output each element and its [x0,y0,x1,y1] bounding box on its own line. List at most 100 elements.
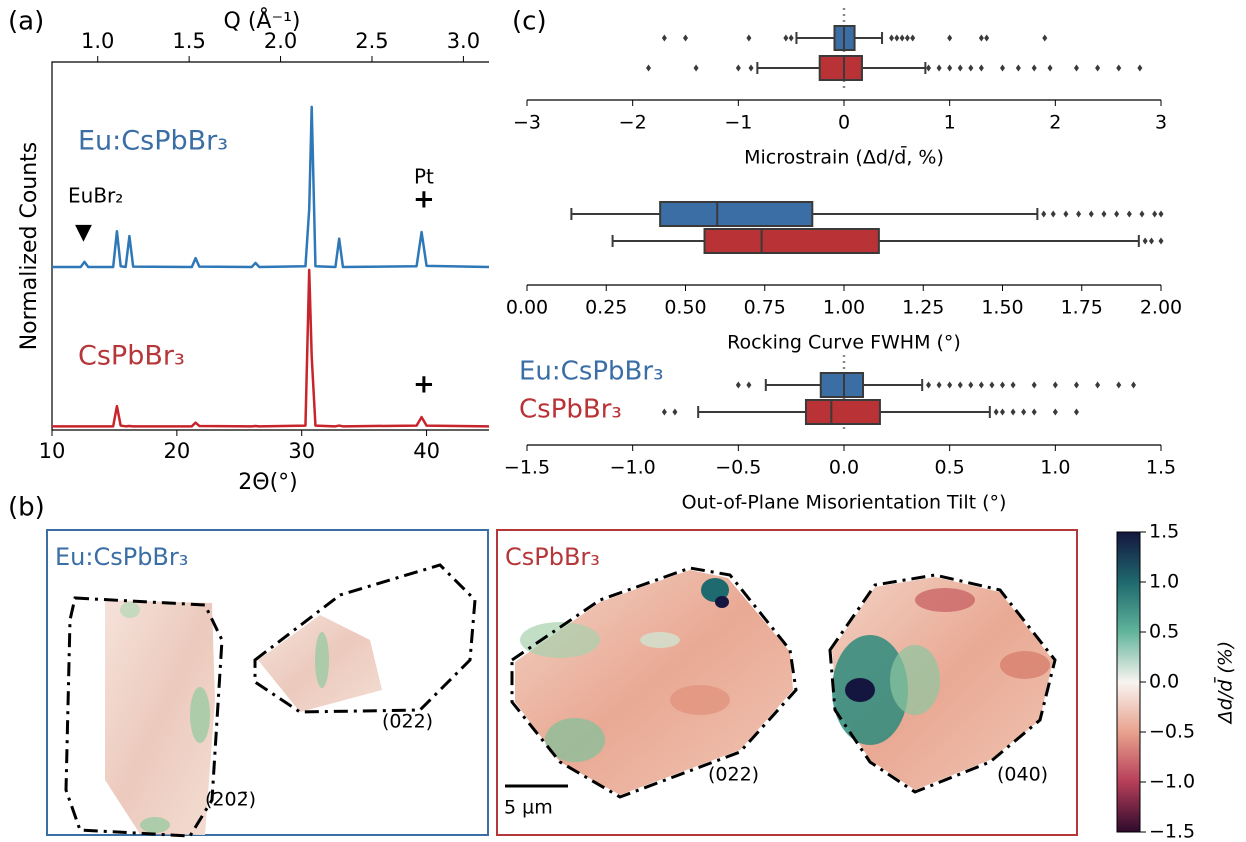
legend-label: Eu:CsPbBr₃ [519,357,664,387]
colorbar-tick-label: −1.5 [1149,821,1195,842]
grain-map [255,565,475,712]
x-tick-label: 0.5 [935,457,965,479]
outlier [979,35,984,42]
x2-tick-label: 1.5 [172,29,205,53]
scale-bar-label: 5 µm [504,797,553,819]
x-tick-label: 1 [944,112,956,134]
outlier [1041,211,1046,218]
outlier [979,382,984,389]
outlier [1053,382,1058,389]
outlier [958,382,963,389]
x-tick-label: 3 [1155,112,1167,134]
outlier [749,65,754,72]
x-tick-label: −0.5 [715,457,761,479]
y-axis-label: Normalized Counts [17,142,42,351]
outlier [968,382,973,389]
outlier [947,65,952,72]
outlier [894,35,899,42]
x-tick-label: 0.75 [744,297,786,319]
outlier [1016,65,1021,72]
outlier [1042,35,1047,42]
outlier [984,35,989,42]
x-tick-label: −1.5 [504,457,550,479]
x-tick-label: 40 [413,439,440,463]
grain-map [66,598,222,836]
x-tick-label: 1.00 [823,297,865,319]
colorbar-tick-label: −1.0 [1149,771,1195,793]
annotation: Eu:CsPbBr₃ [78,126,228,157]
outlier [1011,382,1016,389]
x-axis-label: Out-of-Plane Misorientation Tilt (°) [682,492,1007,514]
box [820,56,862,80]
x-tick-label: −2 [619,112,647,134]
panel-label: (c) [512,7,547,37]
x-tick-label: 0.0 [829,457,859,479]
colorbar-tick-label: 0.0 [1149,671,1179,693]
colorbar-tick-label: 1.0 [1149,571,1179,593]
colorbar-tick-label: 0.5 [1149,621,1179,643]
x-tick-label: 1.25 [902,297,944,319]
outlier [1131,382,1136,389]
figure: (a) (b) (c) Eu:CsPbBr₃ CsPbBr₃ (202̄) [0,0,1246,842]
x-tick-label: −1 [724,112,752,134]
colorbar-tick-label: 1.5 [1149,521,1179,543]
x-tick-label: −3 [513,112,541,134]
outlier [746,382,751,389]
x2-axis-label: Q (Å⁻¹) [224,7,301,34]
outlier [1063,211,1068,218]
outlier [1159,238,1164,245]
x-tick-label: 0 [838,112,850,134]
outlier [1116,382,1121,389]
box [660,202,812,226]
outlier [1000,409,1005,416]
outlier [1101,211,1106,218]
x-axis-label: Rocking Curve FWHM (°) [727,332,961,354]
outlier [968,65,973,72]
outlier [1032,65,1037,72]
outlier [736,65,741,72]
outlier [694,65,699,72]
outlier [783,35,788,42]
outlier [736,382,741,389]
x-tick-label: 10 [39,439,66,463]
outlier [989,382,994,389]
reflection-label: (202̄) [205,789,256,811]
outlier [1089,211,1094,218]
x-axis-label: Microstrain (Δd/d̄, %) [744,144,944,168]
box [806,400,880,424]
x-tick-label: 0.50 [664,297,706,319]
outlier [958,65,963,72]
annotation: + [413,185,435,215]
outlier [900,35,905,42]
outlier [662,35,667,42]
outlier [1051,211,1056,218]
outlier [937,382,942,389]
legend-label: CsPbBr₃ [519,395,622,425]
reflection-label: (022) [708,764,759,786]
x-tick-label: 0.00 [506,297,548,319]
x2-tick-label: 1.0 [81,29,114,53]
outlier [937,65,942,72]
outlier [1053,409,1058,416]
grain-map [830,575,1055,792]
x-tick-label: 0.25 [585,297,627,319]
outlier [1032,409,1037,416]
outlier [662,409,667,416]
outlier [672,409,677,416]
x-tick-label: 1.0 [1040,457,1070,479]
map-title: CsPbBr₃ [505,543,600,571]
outlier [1159,211,1164,218]
outlier [905,35,910,42]
colorbar-label: Δd/d̄ (%) [1212,641,1236,725]
x-tick-label: 1.5 [1146,457,1176,479]
outlier [1021,409,1026,416]
annotation: EuBr₂ [68,184,123,208]
colorbar [1117,532,1140,832]
outlier [1127,211,1132,218]
outlier [910,35,915,42]
panel-label: (a) [8,7,44,37]
outlier [889,35,894,42]
outlier [1074,65,1079,72]
outlier [926,65,931,72]
outlier [1139,211,1144,218]
